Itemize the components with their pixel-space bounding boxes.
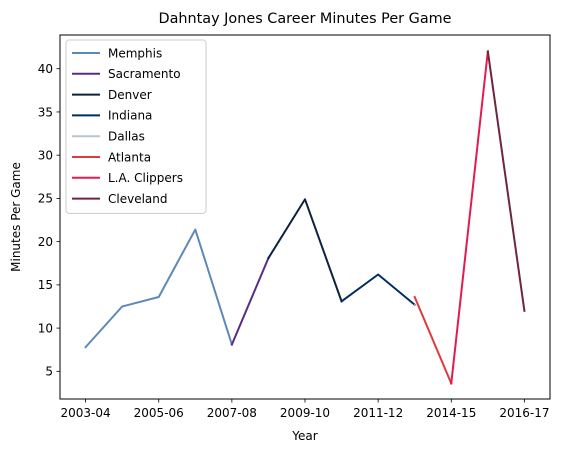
y-axis-label: Minutes Per Game bbox=[9, 162, 23, 272]
series-line-sacramento bbox=[230, 256, 270, 346]
legend-label-atlanta: Atlanta bbox=[108, 150, 151, 164]
x-tick-label: 2007-08 bbox=[207, 406, 257, 420]
legend-label-indiana: Indiana bbox=[108, 109, 152, 123]
series-line-atlanta bbox=[413, 295, 453, 385]
series-line-cleveland bbox=[486, 50, 526, 312]
x-tick-label: 2014-15 bbox=[426, 406, 476, 420]
x-axis: 2003-04 2005-06 2007-08 2009-10 2011-12 2014-… bbox=[61, 399, 549, 420]
y-tick-label: 20 bbox=[38, 235, 53, 249]
legend-label-cleveland: Cleveland bbox=[108, 192, 168, 206]
series-line-indiana bbox=[340, 273, 417, 307]
y-tick-label: 15 bbox=[38, 278, 53, 292]
x-tick-label: 2003-04 bbox=[61, 406, 111, 420]
legend-label-l-a-clippers: L.A. Clippers bbox=[108, 171, 183, 185]
x-tick-label: 2005-06 bbox=[134, 406, 184, 420]
series-line-memphis bbox=[84, 228, 234, 349]
legend-label-dallas: Dallas bbox=[108, 130, 145, 144]
x-axis-label: Year bbox=[291, 429, 317, 443]
y-tick-label: 25 bbox=[38, 192, 53, 206]
y-tick-label: 30 bbox=[38, 148, 53, 162]
legend-label-sacramento: Sacramento bbox=[108, 67, 181, 81]
y-tick-label: 40 bbox=[38, 62, 53, 76]
legend-box bbox=[65, 39, 207, 214]
x-tick-label: 2009-10 bbox=[280, 406, 330, 420]
y-tick-label: 35 bbox=[38, 105, 53, 119]
series-line-l-a-clippers bbox=[450, 50, 489, 385]
series-point-dallas bbox=[413, 303, 416, 306]
y-tick-label: 5 bbox=[45, 365, 53, 379]
legend-label-denver: Denver bbox=[108, 88, 152, 102]
y-axis: 5 10 15 20 25 30 35 40 bbox=[38, 62, 60, 379]
chart-title: Dahntay Jones Career Minutes Per Game bbox=[158, 11, 451, 27]
legend: Memphis Sacramento Denver Indiana Dallas Atla… bbox=[65, 39, 207, 214]
y-tick-label: 10 bbox=[38, 321, 53, 335]
x-tick-label: 2016-17 bbox=[499, 406, 549, 420]
series-layer bbox=[84, 50, 526, 385]
legend-label-memphis: Memphis bbox=[108, 46, 162, 60]
series-line-denver bbox=[267, 198, 343, 303]
x-tick-label: 2011-12 bbox=[353, 406, 403, 420]
